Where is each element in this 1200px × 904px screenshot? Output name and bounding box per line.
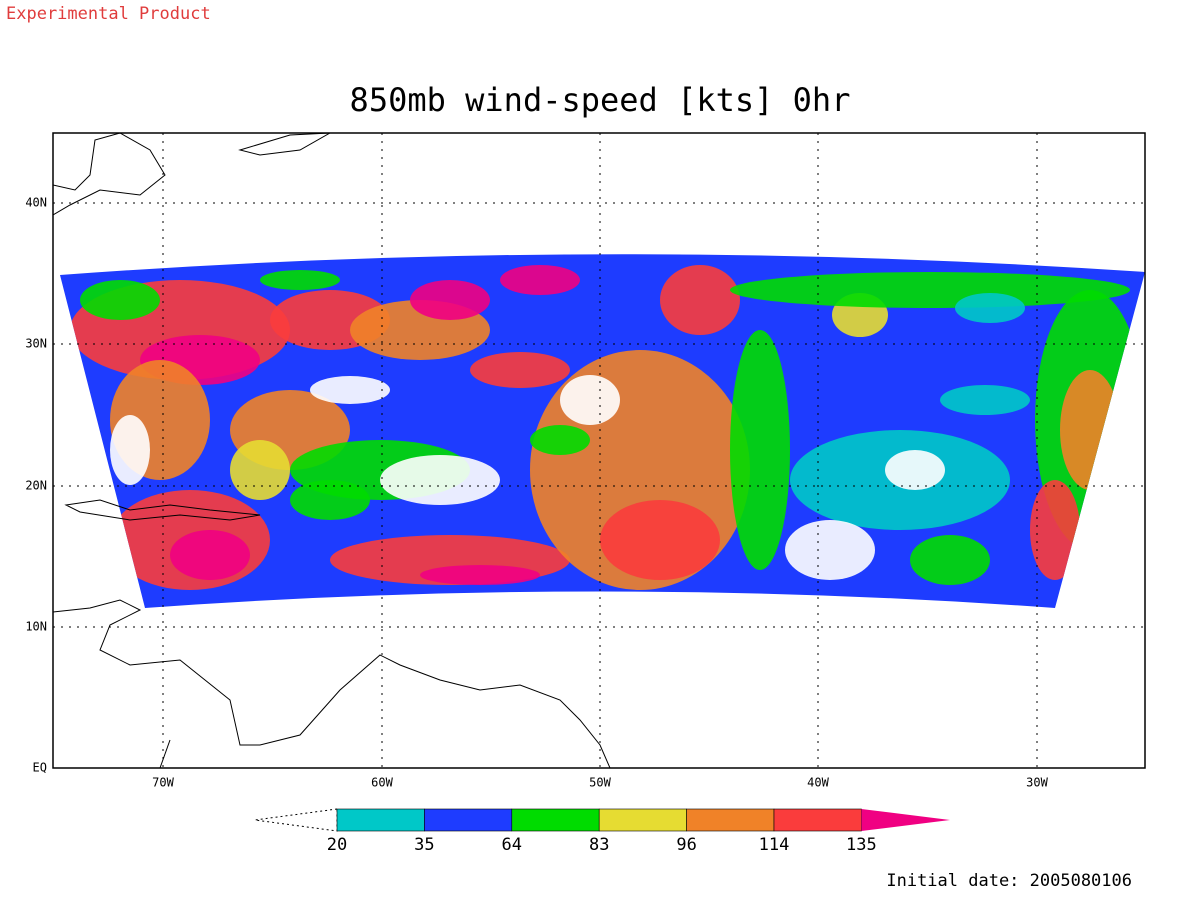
wind-region (940, 385, 1030, 415)
colorbar-box (773, 808, 862, 832)
wind-region (310, 376, 390, 404)
wind-region (410, 280, 490, 320)
lon-label: 30W (1026, 776, 1048, 790)
wind-region (470, 352, 570, 388)
colorbar-high (861, 809, 950, 831)
lon-label: 70W (152, 776, 174, 790)
lat-label: 40N (25, 196, 47, 210)
lon-label: 50W (589, 776, 611, 790)
colorbar-label: 20 (327, 835, 347, 855)
wind-region (1030, 480, 1080, 580)
wind-region (785, 520, 875, 580)
colorbar-box (598, 808, 687, 832)
lat-label: 10N (25, 620, 47, 634)
wind-region (290, 480, 370, 520)
wind-region (885, 450, 945, 490)
colorbar-box (511, 808, 600, 832)
colorbar-box (686, 808, 775, 832)
colorbar-label: 114 (759, 835, 790, 855)
wind-region (110, 415, 150, 485)
colorbar-box (424, 808, 513, 832)
wind-region (530, 425, 590, 455)
wind-region (730, 272, 1130, 308)
colorbar-label: 35 (414, 835, 434, 855)
colorbar-label: 83 (589, 835, 609, 855)
wind-region (955, 293, 1025, 323)
colorbar-low (254, 808, 338, 832)
wind-region (420, 565, 540, 585)
wind-region (260, 270, 340, 290)
graticule (53, 133, 1145, 768)
wind-region (170, 530, 250, 580)
colorbar-label: 135 (846, 835, 877, 855)
wind-field (60, 254, 1145, 609)
wind-region (500, 265, 580, 295)
wind-region (1060, 370, 1120, 490)
initial-date: Initial date: 2005080106 (886, 871, 1132, 891)
wind-region (660, 265, 740, 335)
wind-region (380, 455, 500, 505)
lon-label: 60W (371, 776, 393, 790)
lat-label: 20N (25, 479, 47, 493)
wind-region (600, 500, 720, 580)
lat-label: 30N (25, 337, 47, 351)
product-label: Experimental Product (6, 4, 211, 24)
coastlines (53, 133, 611, 768)
wind-region (910, 535, 990, 585)
wind-region (730, 330, 790, 570)
wind-region (560, 375, 620, 425)
colorbar: 20 35 64 83 96 114 135 (254, 808, 950, 855)
lat-label: EQ (33, 761, 47, 775)
map-frame (52, 132, 1146, 769)
colorbar-box (336, 808, 425, 832)
map-title: 850mb wind-speed [kts] 0hr (350, 81, 851, 119)
wind-region (80, 280, 160, 320)
lon-label: 40W (807, 776, 829, 790)
wind-region (230, 440, 290, 500)
colorbar-label: 64 (502, 835, 522, 855)
colorbar-label: 96 (676, 835, 696, 855)
